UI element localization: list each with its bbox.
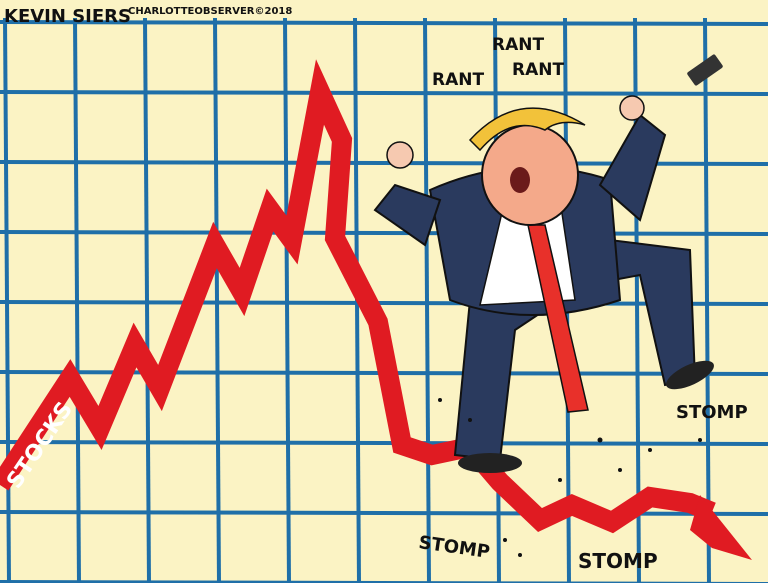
stomp-text: STOMP	[676, 402, 748, 423]
grid-line-horizontal	[0, 300, 768, 306]
grid-line-horizontal	[0, 230, 768, 236]
grid-line-horizontal	[0, 20, 768, 26]
grid-line-horizontal	[0, 440, 768, 446]
stomping-figure	[373, 54, 723, 473]
debris	[438, 398, 702, 557]
rant-text: RANT	[492, 35, 544, 55]
grid-line-vertical	[703, 17, 711, 583]
credit-text: CHARLOTTEOBSERVER©2018	[128, 6, 292, 17]
rant-text: RANT	[512, 60, 564, 80]
grid-line-horizontal	[0, 580, 768, 583]
grid-line-horizontal	[0, 90, 768, 96]
stomp-text: STOMP	[578, 549, 658, 573]
grid-line-horizontal	[0, 510, 768, 516]
grid-line-vertical	[423, 17, 431, 583]
artist-signature: KEVIN SIERS	[4, 6, 131, 27]
grid-line-vertical	[283, 17, 291, 583]
grid-line-vertical	[213, 17, 221, 583]
stocks-arrow	[0, 59, 752, 560]
rant-text: RANT	[432, 70, 484, 90]
